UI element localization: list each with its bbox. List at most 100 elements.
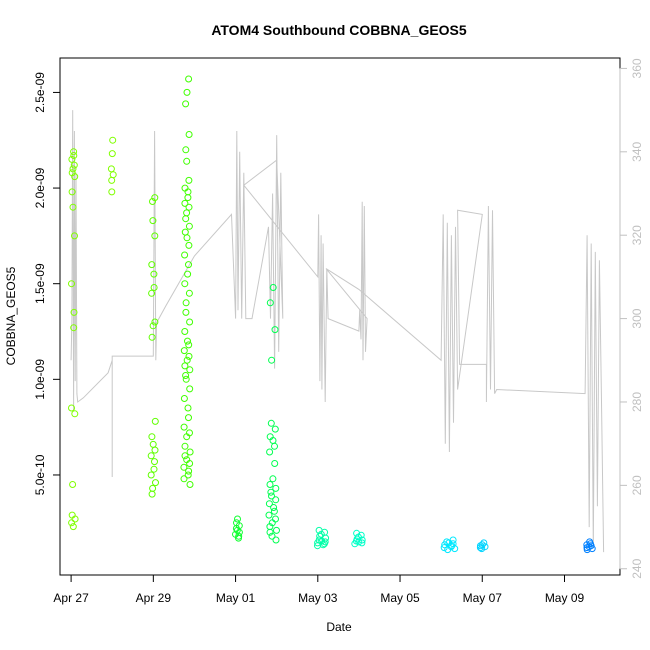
data-point [268, 532, 276, 540]
data-point [271, 442, 278, 450]
data-point [320, 540, 328, 548]
data-point [68, 155, 76, 163]
data-point [180, 347, 188, 355]
data-point [71, 410, 79, 418]
data-point [451, 545, 459, 553]
data-point [186, 318, 194, 326]
data-point [266, 448, 274, 456]
data-point [109, 136, 117, 144]
data-point [150, 284, 158, 291]
data-point [68, 280, 75, 288]
x-axis-label: Date [326, 620, 352, 634]
data-point [184, 337, 191, 345]
data-point [147, 471, 155, 479]
data-point [108, 176, 116, 184]
data-point [266, 299, 274, 307]
right-tick-label: 260 [630, 475, 644, 495]
data-point [185, 203, 193, 211]
data-point [69, 481, 77, 488]
data-point [269, 284, 277, 291]
data-point [583, 546, 591, 554]
data-point [185, 75, 193, 83]
right-tick-label: 300 [630, 308, 644, 328]
data-point [70, 324, 78, 332]
data-point [183, 433, 191, 441]
data-point [150, 270, 158, 278]
data-point [182, 375, 190, 383]
data-point [269, 475, 277, 483]
data-point [265, 511, 273, 519]
data-point [185, 467, 193, 475]
data-point [182, 215, 190, 223]
x-tick-label: May 05 [380, 591, 420, 605]
data-point [478, 545, 486, 553]
y-tick-label: 5.0e-10 [33, 454, 47, 495]
data-point [186, 385, 194, 393]
data-point [68, 188, 76, 196]
data-point [267, 488, 275, 496]
data-point [68, 404, 75, 412]
data-point [271, 460, 279, 467]
right-tick-label: 340 [630, 141, 644, 161]
data-point [149, 322, 157, 330]
data-point [182, 308, 190, 316]
data-point [588, 545, 596, 553]
data-point [268, 492, 275, 500]
data-point [358, 539, 366, 547]
x-tick-label: May 09 [545, 591, 585, 605]
data-point [271, 326, 279, 334]
data-point [180, 395, 188, 402]
right-tick-label: 360 [630, 58, 644, 78]
data-point [266, 481, 274, 488]
data-point [183, 157, 191, 165]
data-point [149, 484, 157, 492]
data-point [185, 131, 193, 138]
data-point [351, 540, 359, 548]
data-point [149, 440, 157, 448]
data-point [148, 261, 156, 269]
data-point [186, 481, 194, 488]
data-point [272, 496, 280, 504]
data-point [149, 217, 157, 225]
data-point [71, 232, 78, 240]
data-point [180, 463, 188, 471]
data-point [185, 414, 192, 422]
data-point [184, 471, 192, 479]
data-point [185, 341, 193, 349]
plot-frame [59, 57, 621, 576]
data-point [266, 528, 274, 536]
data-point [184, 270, 192, 278]
chart-title: ATOM4 Southbound COBBNA_GEOS5 [211, 22, 467, 38]
data-point [181, 199, 189, 207]
data-point [151, 318, 159, 326]
data-point [270, 507, 278, 515]
data-point [150, 465, 158, 473]
data-point [148, 490, 156, 498]
data-point [70, 152, 78, 159]
data-point [148, 289, 156, 297]
right-tick-label: 240 [630, 558, 644, 578]
data-point [182, 299, 190, 307]
data-point [186, 460, 194, 467]
data-point [151, 232, 159, 240]
data-point [235, 534, 242, 542]
data-point [440, 544, 448, 552]
data-point [109, 171, 117, 179]
data-point [151, 194, 159, 202]
data-point [181, 362, 189, 370]
data-point [181, 442, 189, 450]
x-tick-label: Apr 27 [53, 591, 89, 605]
data-point [68, 519, 76, 527]
data-point [149, 198, 156, 205]
data-point [151, 458, 158, 466]
y-tick-label: 1.0e-09 [33, 359, 47, 400]
data-point [151, 417, 159, 425]
data-point [270, 504, 278, 511]
x-axis: Apr 27 Apr 29 May 01 May 03 May 05 May 07 May … [53, 574, 585, 605]
data-point [183, 209, 191, 217]
data-point [185, 176, 193, 184]
x-tick-label: May 07 [463, 591, 503, 605]
data-point [69, 165, 77, 173]
data-point [186, 366, 194, 374]
